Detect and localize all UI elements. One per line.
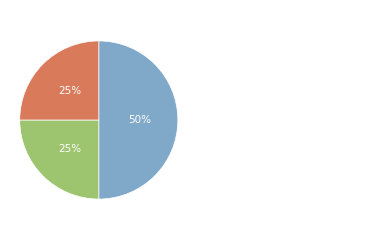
Wedge shape [20,41,99,120]
Legend: Smithsonian Institution,
National Museum of Natural
History... [2], Smithsonian : Smithsonian Institution, National Museum… [195,5,333,93]
Wedge shape [20,120,99,199]
Text: 25%: 25% [58,86,81,96]
Text: 50%: 50% [128,115,151,125]
Text: 25%: 25% [58,144,81,154]
Wedge shape [99,41,178,199]
